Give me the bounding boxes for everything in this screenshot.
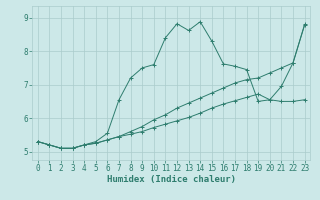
X-axis label: Humidex (Indice chaleur): Humidex (Indice chaleur) [107,175,236,184]
